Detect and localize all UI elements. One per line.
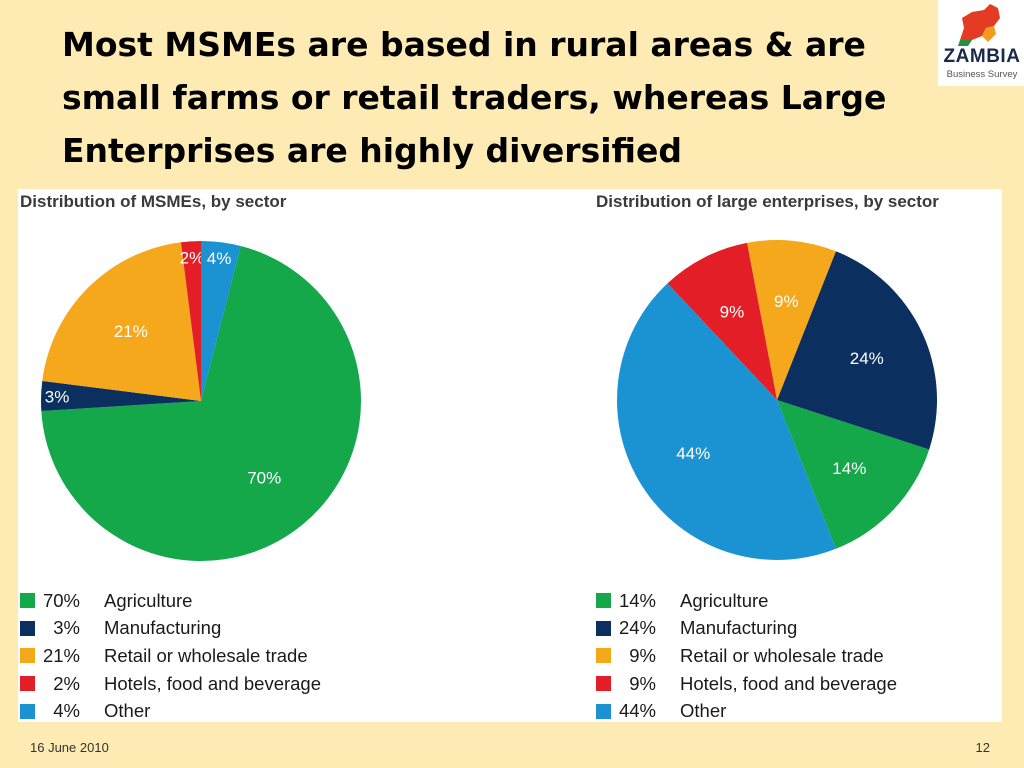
slice-data-label: 14%: [832, 459, 866, 478]
legend-label: Agriculture: [680, 589, 769, 611]
legend-swatch: [20, 620, 35, 636]
legend-value: 24%: [618, 617, 656, 639]
slide-title: Most MSMEs are based in rural areas & ar…: [62, 25, 887, 170]
chart-title-large-enterprises: Distribution of large enterprises, by se…: [596, 192, 939, 211]
legend-msmes: 70% Agriculture 3% Manufacturing 21% Retail…: [20, 587, 321, 725]
footer-date: 16 June 2010: [30, 740, 109, 755]
slice-data-label: 9%: [774, 292, 799, 311]
pie-slice-other: [201, 241, 241, 401]
legend-item: 24% Manufacturing: [596, 615, 897, 643]
legend-item: 3% Manufacturing: [20, 615, 321, 643]
chart-title-msmes: Distribution of MSMEs, by sector: [20, 192, 287, 211]
zambia-map-icon: [958, 4, 1000, 46]
legend-label: Retail or wholesale trade: [104, 644, 308, 666]
slice-data-label: 44%: [676, 444, 710, 463]
legend-value: 9%: [629, 672, 656, 694]
legend-swatch: [596, 593, 611, 609]
logo-wordmark: ZAMBIA: [943, 46, 1021, 67]
legend-item: 14% Agriculture: [596, 587, 897, 615]
legend-label: Manufacturing: [104, 617, 222, 639]
legend-item: 4% Other: [20, 697, 321, 725]
legend-swatch: [596, 676, 611, 692]
pie-slice-other: [616, 283, 836, 560]
chart-figure: Distribution of MSMEs, by sector Distrib…: [18, 189, 1002, 722]
pie-slice-hotels-food-and-beverage: [667, 242, 777, 400]
slice-data-label: 21%: [114, 322, 148, 341]
pie-slice-hotels-food-and-beverage: [180, 241, 201, 401]
legend-swatch: [596, 703, 611, 719]
legend-value: 70%: [42, 589, 80, 611]
legend-value: 3%: [53, 617, 80, 639]
legend-value: 21%: [42, 644, 80, 666]
legend-label: Manufacturing: [680, 617, 798, 639]
legend-label: Hotels, food and beverage: [104, 672, 322, 694]
slice-data-label: 24%: [850, 349, 884, 368]
legend-item: 21% Retail or wholesale trade: [20, 642, 321, 670]
pie-slice-manufacturing: [777, 251, 937, 450]
pie-slice-agriculture: [777, 400, 930, 549]
slice-data-label: 4%: [207, 249, 232, 268]
legend-swatch: [596, 620, 611, 636]
slice-data-label: 70%: [247, 468, 281, 487]
pie-chart-large-enterprises: 14% 24% 9% 9% 44%: [616, 240, 937, 560]
legend-label: Hotels, food and beverage: [680, 672, 898, 694]
legend-label: Agriculture: [104, 589, 193, 611]
legend-item: 9% Hotels, food and beverage: [596, 670, 897, 698]
legend-value: 14%: [618, 589, 656, 611]
pie-chart-msmes: 70% 3% 21% 2% 4%: [41, 241, 361, 562]
legend-item: 44% Other: [596, 697, 897, 725]
legend-label: Retail or wholesale trade: [680, 644, 884, 666]
pie-slice-retail-or-wholesale-trade: [747, 240, 836, 400]
page-number: 12: [975, 740, 990, 755]
legend-value: 9%: [629, 644, 656, 666]
legend-swatch: [596, 648, 611, 664]
zambia-business-survey-logo: ZAMBIA Business Survey: [938, 0, 1024, 86]
legend-item: 2% Hotels, food and beverage: [20, 670, 321, 698]
legend-value: 44%: [618, 700, 656, 722]
logo-subtitle: Business Survey: [946, 69, 1018, 80]
legend-large-enterprises: 14% Agriculture 24% Manufacturing 9% Retail…: [596, 587, 897, 725]
slice-data-label: 3%: [45, 387, 70, 406]
legend-swatch: [20, 676, 35, 692]
pie-slice-manufacturing: [41, 380, 202, 412]
legend-label: Other: [680, 700, 727, 722]
legend-item: 70% Agriculture: [20, 587, 321, 615]
legend-swatch: [20, 703, 35, 719]
legend-value: 4%: [53, 700, 80, 722]
slice-data-label: 9%: [720, 303, 745, 322]
pie-slice-agriculture: [41, 246, 361, 562]
legend-label: Other: [104, 700, 151, 722]
legend-swatch: [20, 648, 35, 664]
pie-slice-retail-or-wholesale-trade: [42, 242, 202, 401]
legend-swatch: [20, 593, 35, 609]
legend-value: 2%: [53, 672, 80, 694]
slice-data-label: 2%: [180, 248, 205, 267]
legend-item: 9% Retail or wholesale trade: [596, 642, 897, 670]
